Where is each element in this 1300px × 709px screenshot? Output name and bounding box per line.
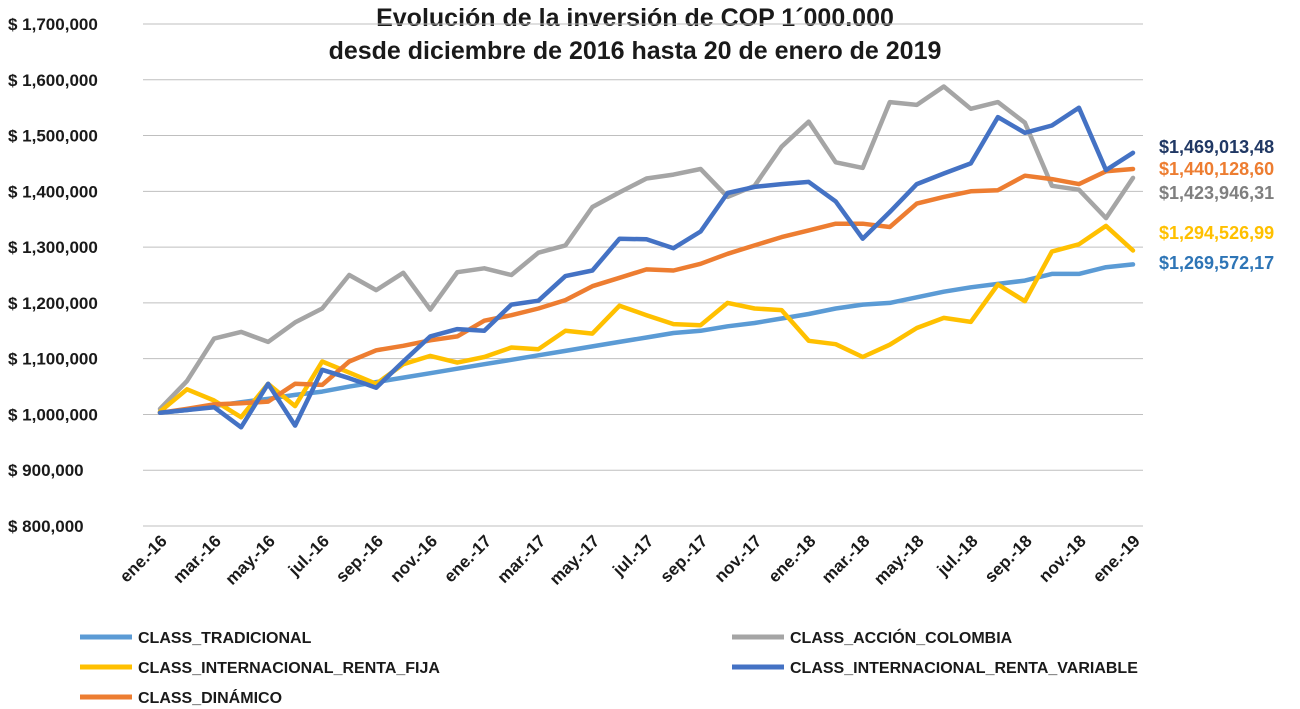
x-tick-label: jul.-17 [608,531,657,580]
legend-label: CLASS_INTERNACIONAL_RENTA_FIJA [138,660,440,677]
y-tick-label: $ 1,200,000 [8,294,98,313]
x-tick-label: may.-18 [870,531,927,588]
y-tick-label: $ 1,700,000 [8,15,98,34]
y-tick-label: $ 1,000,000 [8,405,98,424]
y-tick-label: $ 800,000 [8,517,84,536]
series-line-class-internacional-renta-fija [157,223,1136,420]
x-tick-label: ene.-18 [765,531,820,586]
x-tick-label: nov.-18 [1035,531,1090,586]
x-tick-label: mar.-18 [818,531,874,587]
series-line-class-acci-n-colombia [157,84,1136,412]
series-line-class-tradicional [157,262,1136,416]
x-tick-label: nov.-17 [711,531,766,586]
y-tick-label: $ 1,600,000 [8,71,98,90]
x-tick-label: mar.-16 [169,531,225,587]
x-tick-label: may.-17 [546,531,603,588]
series-line-class-din-mico [157,166,1136,416]
x-tick-label: may.-16 [222,531,279,588]
series-end-label: $1,423,946,31 [1159,183,1274,203]
x-tick-label: sep.-17 [657,531,712,586]
legend-item: CLASS_TRADICIONAL [80,630,312,647]
chart-title-line-1: Evolución de la inversión de COP 1´000.0… [376,4,894,32]
legend-label: CLASS_DINÁMICO [138,688,282,707]
y-tick-label: $ 900,000 [8,461,84,480]
y-tick-label: $ 1,300,000 [8,238,98,257]
chart-title-line-2: desde diciembre de 2016 hasta 20 de ener… [329,37,942,65]
series-line-class-internacional-renta-variable [157,105,1136,430]
x-tick-label: ene.-16 [116,531,171,586]
series-lines [157,84,1136,430]
chart-title: Evolución de la inversión de COP 1´000.0… [329,4,942,65]
legend-item: CLASS_INTERNACIONAL_RENTA_VARIABLE [732,660,1138,677]
y-axis-tick-labels: $ 1,700,000 $ 1,600,000 $ 1,500,000 $ 1,400… [8,15,98,536]
x-tick-label: ene.-17 [440,531,495,586]
legend-label: CLASS_ACCIÓN_COLOMBIA [790,628,1013,647]
series-end-label: $1,469,013,48 [1159,137,1274,157]
legend-item: CLASS_ACCIÓN_COLOMBIA [732,628,1013,647]
x-tick-label: jul.-16 [284,531,333,580]
x-tick-label: ene.-19 [1089,531,1144,586]
legend-label: CLASS_TRADICIONAL [138,630,312,647]
x-tick-label: nov.-16 [386,531,441,586]
x-tick-label: sep.-16 [332,531,387,586]
series-end-labels: $1,269,572,17 $1,423,946,31 $1,294,526,99 $… [1159,137,1274,273]
legend-item: CLASS_INTERNACIONAL_RENTA_FIJA [80,660,440,677]
legend: CLASS_TRADICIONAL CLASS_ACCIÓN_COLOMBIA CL… [80,628,1138,707]
y-tick-label: $ 1,500,000 [8,127,98,146]
legend-item: CLASS_DINÁMICO [80,688,282,707]
y-tick-label: $ 1,100,000 [8,350,98,369]
gridlines [143,23,1143,527]
x-tick-label: jul.-18 [933,531,982,580]
y-tick-label: $ 1,400,000 [8,182,98,201]
legend-label: CLASS_INTERNACIONAL_RENTA_VARIABLE [790,660,1138,677]
x-tick-label: sep.-18 [981,531,1036,586]
series-end-label: $1,440,128,60 [1159,159,1274,179]
series-end-label: $1,294,526,99 [1159,223,1274,243]
series-end-label: $1,269,572,17 [1159,253,1274,273]
x-tick-label: mar.-17 [494,531,550,587]
